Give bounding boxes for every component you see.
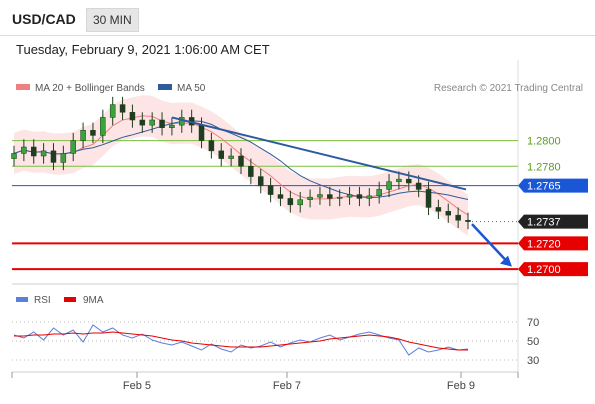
- ma50-line: [13, 120, 469, 200]
- x-tick-feb5: Feb 5: [123, 380, 151, 392]
- rsi-y-axis: 70 50 30: [12, 317, 539, 367]
- symbol-label: USD/CAD: [12, 11, 76, 27]
- candle-body: [346, 194, 353, 198]
- candle-body: [90, 130, 96, 136]
- candle-body: [297, 199, 303, 206]
- ma50-legend-swatch: [158, 84, 172, 90]
- candle-body: [11, 153, 17, 159]
- ma50-legend-label: MA 50: [177, 83, 206, 94]
- candle-body: [169, 124, 175, 128]
- level-badge-1-2765: [518, 178, 588, 193]
- candle-body: [228, 155, 234, 159]
- candle-body: [445, 211, 452, 216]
- rsi-tick-30: 30: [527, 355, 539, 367]
- candlesticks: [11, 96, 471, 230]
- candle-body: [267, 185, 274, 195]
- candle-body: [159, 119, 165, 128]
- level-badge-1-2720: [518, 236, 588, 251]
- candle-body: [149, 119, 155, 126]
- candle-body: [386, 181, 392, 190]
- candle-body: [376, 189, 382, 197]
- candle-body: [100, 117, 106, 136]
- candle-body: [139, 119, 146, 126]
- rsi-line: [13, 324, 469, 356]
- research-credit: Research © 2021 Trading Central: [434, 83, 583, 94]
- chart-header: USD/CAD 30 MIN: [0, 0, 595, 36]
- candle-body: [277, 194, 284, 199]
- price-levels: [12, 140, 518, 271]
- candle-body: [129, 112, 136, 121]
- candle-body: [218, 150, 225, 159]
- trendline-line: [171, 116, 467, 191]
- x-axis-ticks: Feb 5 Feb 7 Feb 9: [123, 372, 475, 392]
- level-label-1-2800: 1.2800: [527, 136, 561, 148]
- rsi-ma-legend-label: 9MA: [83, 295, 104, 306]
- x-tick-feb7: Feb 7: [273, 380, 301, 392]
- rsi-ma-legend-swatch: [64, 297, 76, 302]
- candle-body: [119, 104, 126, 113]
- candle-body: [356, 194, 363, 199]
- candle-body: [336, 196, 343, 199]
- ma20-legend-swatch: [16, 84, 30, 90]
- level-badge-1-2737: [518, 214, 588, 229]
- candle-body: [465, 220, 471, 222]
- candle-body: [198, 124, 205, 141]
- rsi-tick-50: 50: [527, 336, 539, 348]
- x-tick-feb9: Feb 9: [447, 380, 475, 392]
- candle-body: [396, 178, 402, 182]
- candle-body: [327, 194, 333, 199]
- candle-body: [287, 198, 294, 206]
- trendline: [171, 116, 512, 267]
- candle-body: [21, 146, 27, 154]
- rsi-legend-swatch: [16, 297, 28, 302]
- rsi-lines: [13, 324, 469, 356]
- header-divider: [0, 35, 595, 36]
- candle-body: [307, 196, 313, 200]
- rsi-tick-70: 70: [527, 317, 539, 329]
- rsi-legend-label: RSI: [34, 295, 51, 306]
- ma20-legend-label: MA 20 + Bollinger Bands: [35, 83, 145, 94]
- level-label-1-2700: 1.2700: [527, 264, 561, 276]
- candle-body: [238, 155, 244, 167]
- level-label-1-2720: 1.2720: [527, 238, 561, 250]
- level-label-1-2737: 1.2737: [527, 217, 561, 229]
- candle-body: [406, 178, 412, 184]
- candle-body: [435, 207, 442, 212]
- candle-body: [60, 153, 67, 163]
- candle-body: [415, 182, 422, 190]
- level-badge-1-2700: [518, 262, 588, 277]
- candle-body: [208, 140, 215, 152]
- candle-body: [50, 150, 57, 163]
- candle-body: [317, 194, 323, 198]
- level-label-1-2765: 1.2765: [527, 181, 561, 193]
- timeframe-badge[interactable]: 30 MIN: [86, 8, 139, 32]
- candle-body: [109, 104, 116, 118]
- level-labels: 1.2800 1.2780 1.2765 1.2737 1.2720 1.2700: [518, 136, 588, 277]
- candle-body: [455, 214, 461, 221]
- candle-body: [248, 166, 254, 177]
- forecast-arrow-head: [500, 255, 512, 267]
- candle-body: [257, 176, 264, 186]
- candle-body: [70, 140, 76, 154]
- candle-body: [80, 130, 86, 141]
- candle-body: [30, 146, 37, 157]
- candle-body: [366, 195, 373, 199]
- level-label-1-2780: 1.2780: [527, 161, 561, 173]
- candle-body: [425, 189, 432, 208]
- candle-body: [40, 150, 47, 157]
- rsi-9ma-line: [14, 331, 468, 351]
- datetime-label: Tuesday, February 9, 2021 1:06:00 AM CET: [16, 42, 270, 57]
- forecast-arrow-line: [471, 223, 509, 264]
